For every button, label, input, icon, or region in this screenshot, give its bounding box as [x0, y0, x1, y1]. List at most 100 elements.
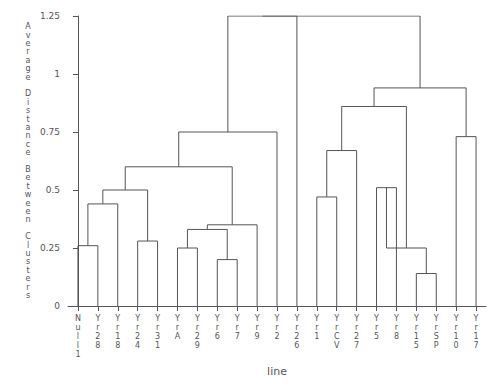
svg-text:r: r — [275, 323, 279, 332]
svg-text:8: 8 — [394, 332, 399, 341]
svg-text:D: D — [24, 89, 32, 99]
svg-text:0: 0 — [54, 301, 60, 311]
svg-text:r: r — [474, 323, 478, 332]
svg-text:r: r — [395, 323, 399, 332]
svg-text:r: r — [435, 323, 439, 332]
svg-text:a: a — [25, 55, 31, 65]
svg-text:Y: Y — [333, 314, 339, 323]
svg-text:c: c — [25, 139, 31, 149]
svg-text:Y: Y — [134, 314, 140, 323]
svg-text:w: w — [24, 190, 32, 200]
svg-text:A: A — [175, 332, 181, 341]
svg-text:2: 2 — [95, 332, 100, 341]
svg-text:5: 5 — [374, 332, 379, 341]
svg-text:e: e — [25, 38, 31, 48]
svg-text:r: r — [454, 323, 458, 332]
svg-text:l: l — [77, 332, 79, 341]
svg-text:Y: Y — [254, 314, 260, 323]
svg-text:B: B — [25, 164, 31, 174]
svg-text:Y: Y — [114, 314, 120, 323]
svg-text:9: 9 — [255, 332, 260, 341]
svg-text:s: s — [26, 291, 30, 300]
svg-text:Y: Y — [433, 314, 439, 323]
svg-text:r: r — [116, 323, 120, 332]
svg-text:8: 8 — [95, 341, 100, 350]
svg-text:Y: Y — [313, 314, 319, 323]
svg-text:1: 1 — [474, 332, 479, 341]
svg-text:u: u — [75, 323, 80, 332]
svg-text:Y: Y — [274, 314, 280, 323]
svg-text:1: 1 — [54, 69, 60, 79]
svg-text:g: g — [25, 64, 31, 74]
svg-text:2: 2 — [274, 332, 279, 341]
svg-text:1: 1 — [454, 332, 459, 341]
svg-text:2: 2 — [294, 332, 299, 341]
svg-text:Y: Y — [154, 314, 160, 323]
svg-text:2: 2 — [135, 332, 140, 341]
svg-text:2: 2 — [354, 332, 359, 341]
svg-text:r: r — [355, 323, 359, 332]
svg-text:Y: Y — [94, 314, 100, 323]
svg-text:Y: Y — [214, 314, 220, 323]
svg-text:r: r — [216, 323, 220, 332]
svg-text:Y: Y — [293, 314, 299, 323]
svg-text:r: r — [295, 323, 299, 332]
svg-text:r: r — [415, 323, 419, 332]
svg-text:Y: Y — [234, 314, 240, 323]
svg-text:6: 6 — [294, 341, 299, 350]
svg-text:7: 7 — [474, 341, 479, 350]
svg-text:A: A — [25, 22, 31, 32]
svg-text:r: r — [315, 323, 319, 332]
svg-text:0: 0 — [454, 341, 459, 350]
svg-text:5: 5 — [414, 341, 419, 350]
svg-text:e: e — [25, 173, 31, 183]
svg-text:1: 1 — [115, 332, 120, 341]
svg-text:Y: Y — [353, 314, 359, 323]
svg-text:v: v — [25, 30, 31, 40]
svg-text:r: r — [255, 323, 259, 332]
svg-text:N: N — [75, 314, 81, 323]
svg-text:r: r — [136, 323, 140, 332]
svg-text:Y: Y — [393, 314, 399, 323]
svg-text:1: 1 — [155, 341, 160, 350]
svg-text:8: 8 — [115, 341, 120, 350]
svg-text:s: s — [25, 106, 31, 116]
svg-text:0.75: 0.75 — [40, 127, 60, 137]
svg-text:e: e — [25, 72, 31, 82]
svg-text:3: 3 — [155, 332, 160, 341]
svg-text:0.25: 0.25 — [40, 243, 60, 253]
svg-text:4: 4 — [135, 341, 140, 350]
svg-text:9: 9 — [195, 341, 200, 350]
svg-text:1.25: 1.25 — [40, 11, 60, 21]
svg-text:1: 1 — [414, 332, 419, 341]
svg-text:l: l — [77, 341, 79, 350]
svg-text:0.5: 0.5 — [46, 185, 60, 195]
svg-text:r: r — [96, 323, 100, 332]
svg-text:a: a — [25, 122, 31, 132]
svg-text:Y: Y — [473, 314, 479, 323]
svg-text:r: r — [196, 323, 200, 332]
svg-text:V: V — [334, 341, 340, 350]
svg-text:Y: Y — [194, 314, 200, 323]
svg-text:P: P — [434, 341, 439, 350]
svg-text:r: r — [335, 323, 339, 332]
svg-text:n: n — [25, 131, 31, 141]
svg-text:r: r — [375, 323, 379, 332]
svg-text:7: 7 — [235, 332, 240, 341]
svg-text:C: C — [334, 332, 340, 341]
svg-text:7: 7 — [354, 341, 359, 350]
svg-text:S: S — [434, 332, 439, 341]
svg-text:r: r — [156, 323, 160, 332]
svg-text:1: 1 — [314, 332, 319, 341]
svg-text:r: r — [236, 323, 240, 332]
svg-text:Y: Y — [174, 314, 180, 323]
svg-text:e: e — [25, 148, 31, 158]
svg-text:Y: Y — [373, 314, 379, 323]
svg-text:2: 2 — [195, 332, 200, 341]
svg-text:Y: Y — [413, 314, 419, 323]
svg-text:Y: Y — [453, 314, 459, 323]
svg-text:1: 1 — [75, 350, 80, 359]
svg-text:6: 6 — [215, 332, 220, 341]
svg-text:line: line — [267, 365, 287, 378]
svg-text:r: r — [176, 323, 180, 332]
